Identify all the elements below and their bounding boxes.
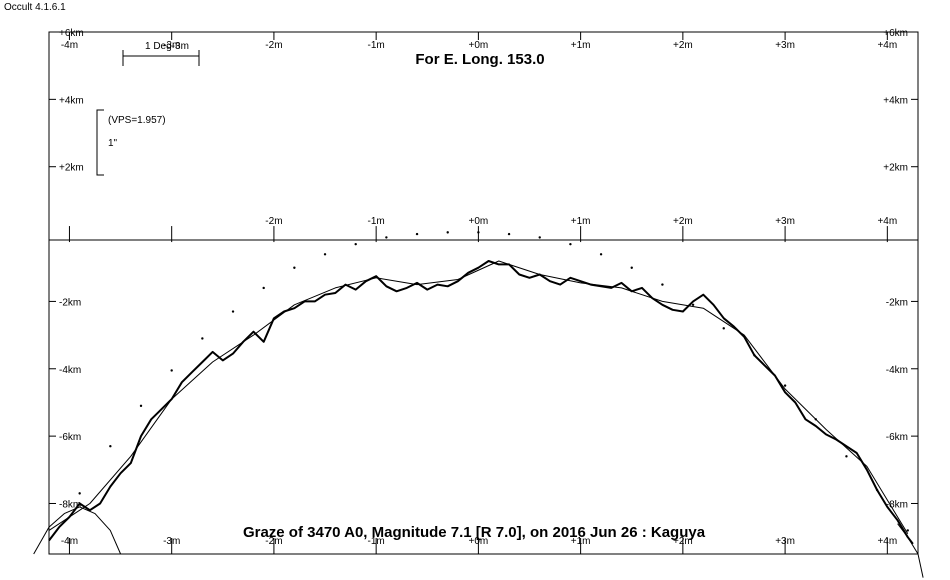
scale-bar-label: 1 Deg-3m xyxy=(145,41,189,52)
limb-dot xyxy=(170,369,173,372)
limb-dot xyxy=(293,266,296,269)
y-tick-label-left: +6km xyxy=(59,28,84,39)
limb-dot xyxy=(385,236,388,239)
limb-dot xyxy=(599,253,603,256)
y-tick-label-right: +4km xyxy=(883,95,908,106)
y-tick-label-right: -2km xyxy=(886,297,908,308)
limb-dot xyxy=(845,455,848,458)
limb-dot xyxy=(477,231,480,234)
y-tick-label-right: -4km xyxy=(886,365,908,376)
x-tick-label-bottom: -4m xyxy=(61,536,78,547)
x-tick-label-mid: -2m xyxy=(265,216,282,227)
limb-dot xyxy=(507,232,511,236)
limb-dot xyxy=(569,242,572,246)
x-tick-label-bottom: +4m xyxy=(877,536,897,547)
limb-dot xyxy=(906,529,909,532)
x-tick-label-mid: +3m xyxy=(775,216,795,227)
y-tick-label-left: -4km xyxy=(59,365,81,376)
limb-dot xyxy=(354,242,357,246)
x-tick-label-top: +3m xyxy=(775,40,795,51)
app-version-label: Occult 4.1.6.1 xyxy=(4,2,66,13)
x-tick-label-bottom: -2m xyxy=(265,536,282,547)
plot-frame xyxy=(48,31,919,555)
limb-dot xyxy=(78,492,81,495)
profile-line-thick xyxy=(48,260,914,545)
limb-dot xyxy=(262,286,265,290)
profile-line-thin xyxy=(48,260,909,535)
x-tick-label-top: -4m xyxy=(61,40,78,51)
vps-arcsec-label: 1" xyxy=(108,138,118,149)
x-tick-label-mid: -1m xyxy=(368,216,385,227)
y-tick-label-left: -2km xyxy=(59,297,81,308)
x-tick-label-bottom: +3m xyxy=(775,536,795,547)
limb-dot xyxy=(415,232,419,236)
x-tick-label-mid: +2m xyxy=(673,216,693,227)
y-tick-label-left: +4km xyxy=(59,95,84,106)
limb-dot xyxy=(538,236,541,239)
x-tick-label-top: +4m xyxy=(877,40,897,51)
limb-dot xyxy=(661,283,664,286)
limb-dot xyxy=(231,310,235,313)
x-tick-label-top: -3m xyxy=(163,40,180,51)
x-tick-label-mid: +4m xyxy=(877,216,897,227)
x-tick-label-top: -2m xyxy=(265,40,282,51)
limb-dot xyxy=(109,445,112,448)
y-tick-label-left: -6km xyxy=(59,432,81,443)
x-tick-label-bottom: +2m xyxy=(673,536,693,547)
chart-subtitle: For E. Long. 153.0 xyxy=(415,51,544,68)
x-tick-label-bottom: +0m xyxy=(469,536,489,547)
limb-dot xyxy=(722,327,725,330)
y-tick-label-right: -8km xyxy=(886,499,908,510)
chart-title: Graze of 3470 A0, Magnitude 7.1 [R 7.0],… xyxy=(243,524,706,541)
x-tick-label-mid: +0m xyxy=(469,216,489,227)
x-tick-label-top: -1m xyxy=(368,40,385,51)
limb-dot xyxy=(691,303,695,306)
x-tick-label-mid: +1m xyxy=(571,216,591,227)
limb-curve-line xyxy=(897,523,924,578)
y-tick-label-left: +2km xyxy=(59,163,84,174)
y-tick-label-right: +2km xyxy=(883,163,908,174)
limb-dot xyxy=(783,384,787,387)
limb-dot xyxy=(630,266,633,269)
vps-label: (VPS=1.957) xyxy=(108,115,166,126)
limb-dot xyxy=(201,337,204,340)
y-tick-label-right: -6km xyxy=(886,432,908,443)
limb-dot xyxy=(139,404,143,408)
limb-dot xyxy=(323,253,327,256)
x-tick-label-bottom: +1m xyxy=(571,536,591,547)
limb-curve-line xyxy=(33,506,122,555)
vps-bracket xyxy=(96,109,104,176)
x-tick-label-bottom: -1m xyxy=(368,536,385,547)
x-tick-label-bottom: -3m xyxy=(163,536,180,547)
y-tick-label-left: -8km xyxy=(59,499,81,510)
x-tick-label-top: +1m xyxy=(571,40,591,51)
limb-dot xyxy=(446,231,449,234)
x-tick-label-top: +2m xyxy=(673,40,693,51)
x-tick-label-top: +0m xyxy=(469,40,489,51)
y-tick-label-right: +6km xyxy=(883,28,908,39)
